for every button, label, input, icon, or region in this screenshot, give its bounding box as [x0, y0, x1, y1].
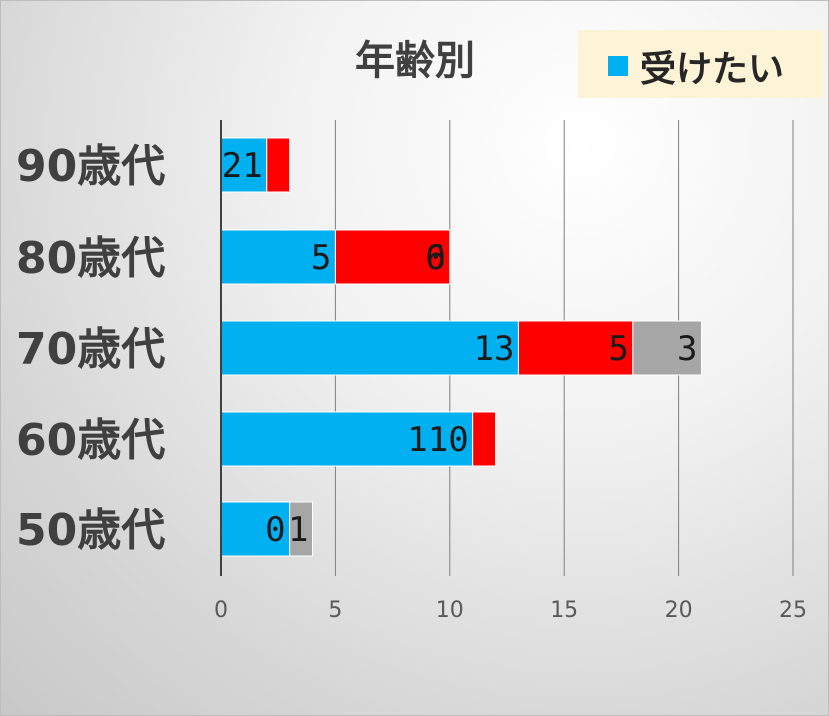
data-label: 3: [677, 329, 697, 369]
category-label: 70歳代: [16, 324, 165, 375]
category-label: 60歳代: [16, 415, 165, 466]
x-tick-label: 5: [328, 598, 342, 623]
category-label: 80歳代: [16, 233, 165, 284]
x-tick-label: 10: [436, 598, 464, 623]
data-label: 5: [608, 329, 628, 369]
data-label: 0: [265, 510, 285, 550]
category-label: 50歳代: [16, 505, 165, 556]
chart-title: 年齢別: [355, 38, 475, 84]
legend: 受けたい: [578, 30, 824, 98]
data-label: 6: [425, 238, 445, 278]
x-tick-label: 15: [550, 598, 578, 623]
data-label: 5: [311, 238, 331, 278]
data-label: 13: [473, 329, 514, 369]
x-tick-label: 0: [214, 598, 228, 623]
bar-segment: [220, 320, 519, 376]
bar-segment: [220, 137, 268, 193]
data-label: 21: [222, 146, 263, 186]
data-label: 0: [425, 238, 445, 278]
bar-segment: [220, 411, 474, 467]
data-label: 110: [407, 420, 468, 460]
data-label: 1: [288, 510, 308, 550]
bar-segment: [472, 411, 497, 467]
category-label: 90歳代: [16, 141, 165, 192]
bar-segment: [334, 229, 451, 285]
x-tick-label: 25: [779, 598, 807, 623]
bar-segment: [632, 320, 702, 376]
bar-segment: [266, 137, 291, 193]
bar-segment: [289, 501, 314, 557]
legend-label: 受けたい: [640, 49, 785, 90]
legend-swatch: [608, 56, 628, 76]
x-tick-label: 20: [665, 598, 693, 623]
